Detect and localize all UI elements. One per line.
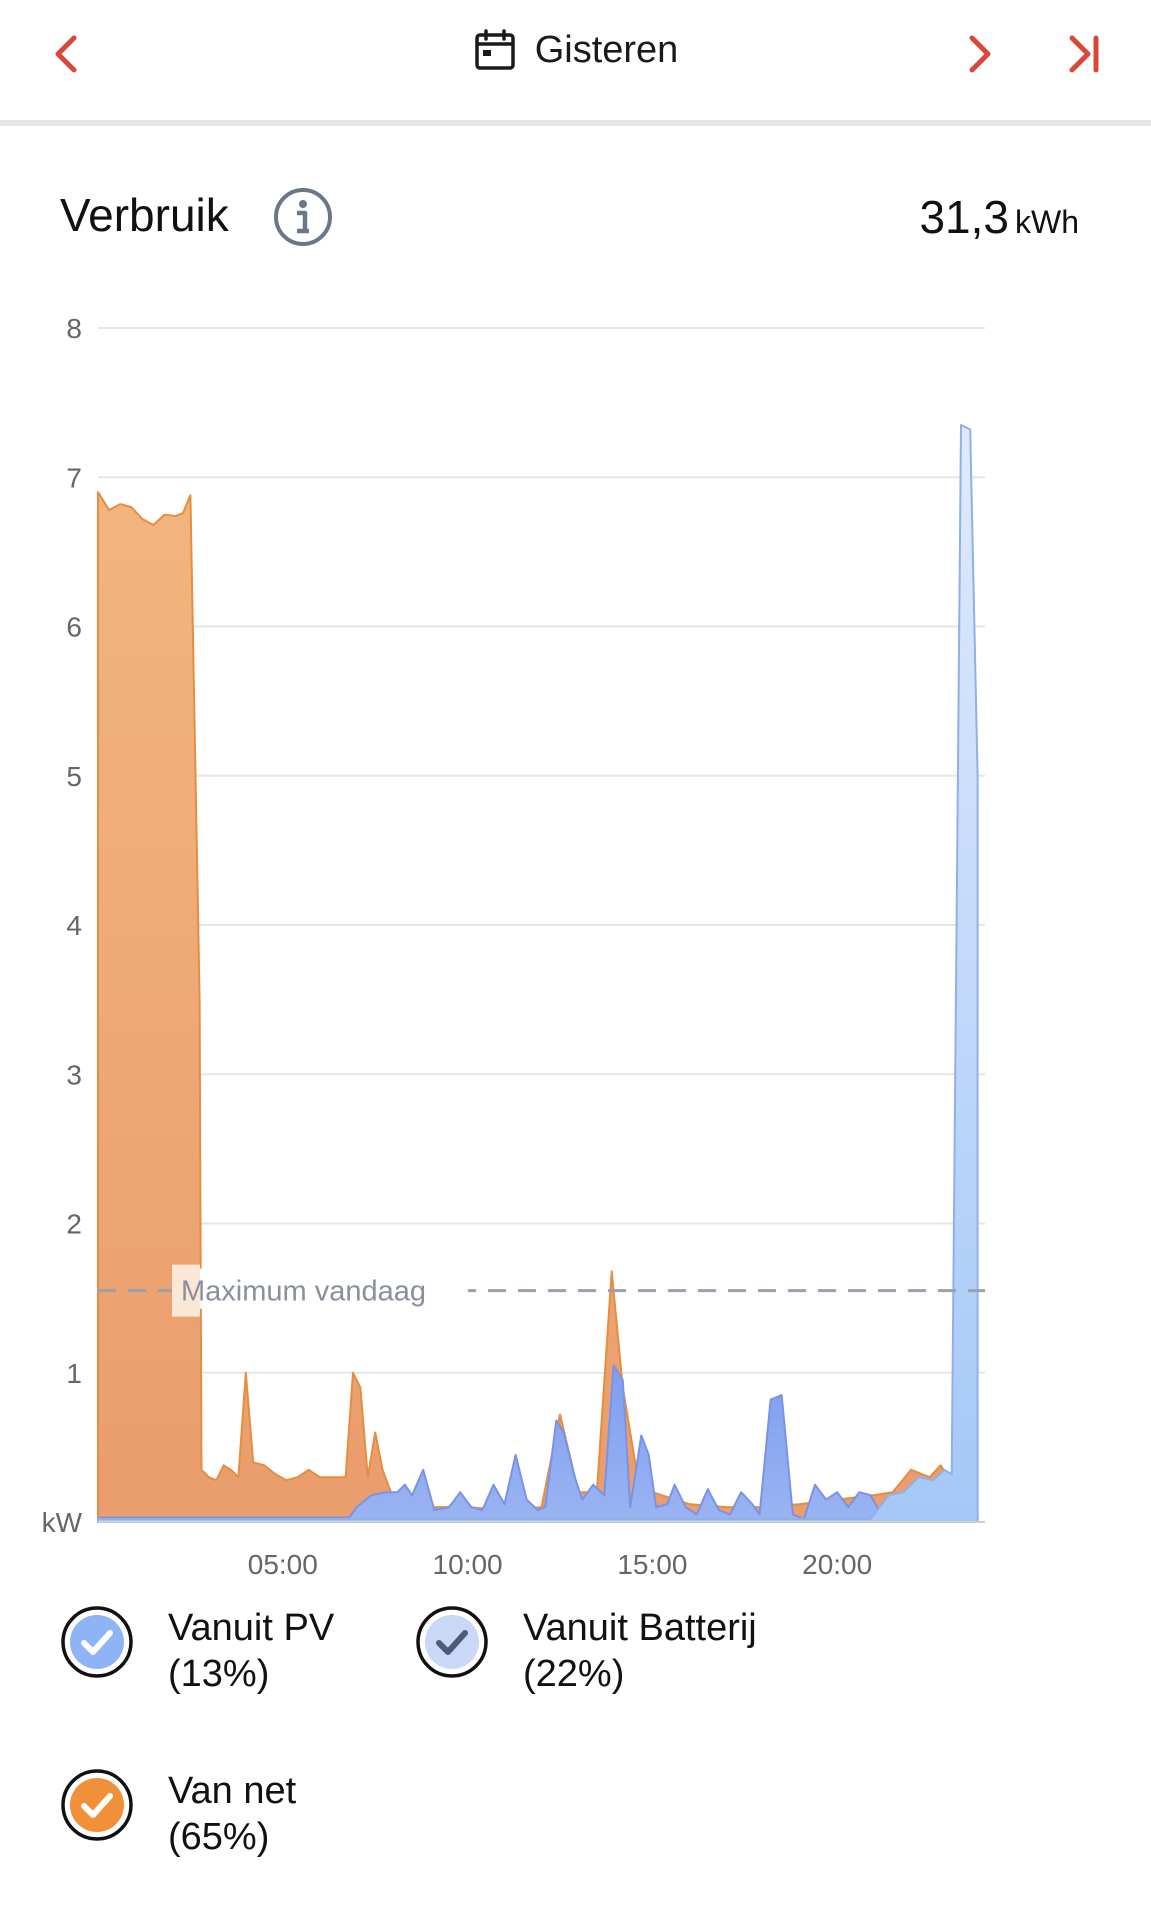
y-tick-label: 5: [66, 761, 82, 792]
x-tick-label: 20:00: [802, 1549, 872, 1580]
legend-item-grid[interactable]: Van net (65%): [60, 1768, 296, 1860]
previous-day-button[interactable]: [36, 22, 100, 86]
section-header: Verbruik 31,3 kWh: [0, 180, 1151, 260]
maximum-label-background: [172, 1264, 200, 1317]
next-day-button[interactable]: [946, 22, 1010, 86]
total-consumption: 31,3 kWh: [919, 190, 1079, 244]
checkbox-battery-icon[interactable]: [415, 1605, 489, 1679]
total-unit: kWh: [1015, 204, 1079, 240]
y-axis-ticks: 1 2 3 4 5 6 7 8: [66, 313, 82, 1389]
x-tick-label: 05:00: [248, 1549, 318, 1580]
y-tick-label: 3: [66, 1059, 82, 1090]
legend-text-battery: Vanuit Batterij (22%): [523, 1605, 757, 1697]
series-area-grid: [97, 491, 979, 1523]
last-day-button[interactable]: [1052, 22, 1116, 86]
legend-label-grid: Van net: [168, 1770, 297, 1812]
legend-label-pv: Vanuit PV: [168, 1607, 335, 1649]
legend-pct-grid: (65%): [168, 1816, 270, 1858]
series-areas: [97, 424, 985, 1523]
date-label: Gisteren: [534, 28, 679, 71]
chevron-right-icon: [969, 35, 991, 73]
y-axis-unit: kW: [42, 1507, 83, 1538]
info-icon[interactable]: [272, 186, 334, 248]
legend-text-grid: Van net (65%): [168, 1768, 296, 1860]
x-tick-label: 15:00: [617, 1549, 687, 1580]
legend-item-battery[interactable]: Vanuit Batterij (22%): [415, 1605, 757, 1697]
checkbox-pv-icon[interactable]: [60, 1605, 134, 1679]
x-axis-ticks: 05:00 10:00 15:00 20:00: [248, 1549, 872, 1580]
section-title: Verbruik: [60, 189, 229, 241]
top-bar: Gisteren: [0, 0, 1151, 126]
date-selector[interactable]: Gisteren: [0, 20, 1151, 80]
y-tick-label: 7: [66, 462, 82, 493]
y-tick-label: 4: [66, 910, 82, 941]
skip-to-end-icon: [1069, 35, 1099, 73]
y-tick-label: 1: [66, 1358, 82, 1389]
total-value: 31,3: [919, 191, 1009, 243]
top-bar-divider: [0, 120, 1151, 126]
grid-lines: [98, 327, 985, 1374]
legend-item-pv[interactable]: Vanuit PV (13%): [60, 1605, 334, 1697]
consumption-chart: 1 2 3 4 5 6 7 8 kW Maximum vandaag 05:00 10:00 15…: [42, 313, 985, 1580]
series-area-battery: [97, 424, 979, 1523]
y-tick-label: 6: [66, 612, 82, 643]
legend-pct-battery: (22%): [523, 1653, 625, 1695]
maximum-label-backdrop: [200, 1268, 468, 1309]
legend-text-pv: Vanuit PV (13%): [168, 1605, 334, 1697]
legend-label-battery: Vanuit Batterij: [523, 1607, 757, 1649]
calendar-icon: [474, 29, 515, 70]
chevron-left-icon: [55, 35, 77, 73]
x-tick-label: 10:00: [433, 1549, 503, 1580]
checkbox-grid-icon[interactable]: [60, 1768, 134, 1842]
legend-pct-pv: (13%): [168, 1653, 270, 1695]
y-tick-label: 8: [66, 313, 82, 344]
maximum-label: Maximum vandaag: [181, 1276, 426, 1308]
y-tick-label: 2: [66, 1209, 82, 1240]
